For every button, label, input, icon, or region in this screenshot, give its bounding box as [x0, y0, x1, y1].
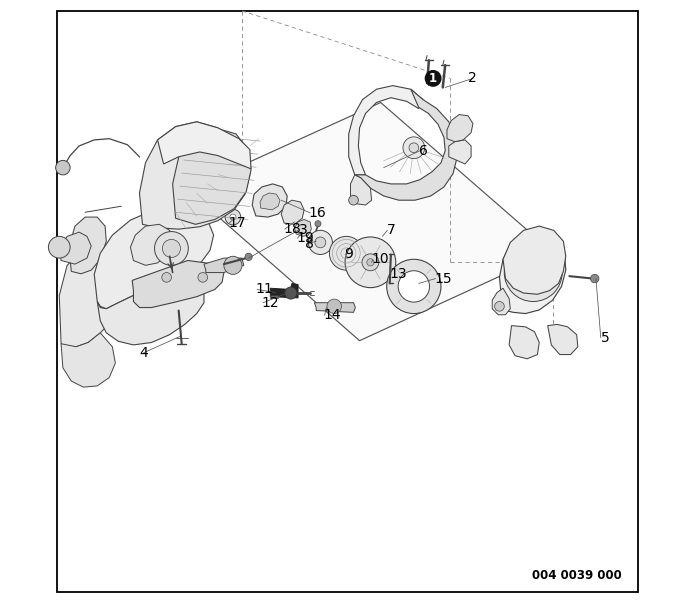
- Circle shape: [315, 221, 321, 227]
- Circle shape: [403, 137, 425, 159]
- Text: 13: 13: [390, 267, 407, 282]
- Circle shape: [516, 256, 550, 289]
- Polygon shape: [59, 232, 91, 264]
- Circle shape: [315, 237, 326, 248]
- Polygon shape: [252, 184, 287, 217]
- Circle shape: [230, 214, 236, 220]
- Polygon shape: [500, 229, 566, 314]
- Circle shape: [526, 265, 541, 280]
- Text: 15: 15: [434, 271, 452, 286]
- Text: 19: 19: [296, 231, 314, 245]
- Circle shape: [349, 195, 359, 205]
- FancyBboxPatch shape: [270, 295, 277, 298]
- Text: 17: 17: [228, 216, 246, 230]
- Circle shape: [425, 70, 441, 87]
- Circle shape: [285, 287, 297, 299]
- Text: 14: 14: [323, 308, 341, 323]
- Circle shape: [49, 236, 70, 258]
- Text: 16: 16: [309, 206, 327, 220]
- Text: 5: 5: [600, 330, 610, 345]
- Circle shape: [245, 253, 252, 260]
- Polygon shape: [503, 226, 566, 294]
- Circle shape: [362, 254, 379, 271]
- Circle shape: [225, 209, 240, 225]
- Polygon shape: [260, 193, 280, 210]
- Polygon shape: [97, 274, 204, 345]
- Polygon shape: [449, 140, 471, 164]
- Text: 004 0039 000: 004 0039 000: [532, 569, 622, 582]
- Circle shape: [198, 273, 208, 282]
- Text: 1: 1: [429, 72, 437, 85]
- Polygon shape: [281, 200, 304, 224]
- Polygon shape: [69, 217, 106, 274]
- Polygon shape: [204, 258, 244, 273]
- Polygon shape: [349, 86, 423, 175]
- Text: 7: 7: [386, 223, 395, 238]
- Text: 10: 10: [372, 252, 389, 267]
- Text: 6: 6: [418, 144, 427, 158]
- Polygon shape: [509, 326, 539, 359]
- Polygon shape: [95, 208, 213, 309]
- Polygon shape: [350, 175, 372, 205]
- Circle shape: [367, 259, 374, 266]
- Polygon shape: [59, 250, 124, 347]
- Circle shape: [309, 230, 332, 254]
- Polygon shape: [295, 219, 311, 236]
- Circle shape: [386, 259, 441, 314]
- Polygon shape: [131, 224, 172, 265]
- Circle shape: [505, 244, 562, 302]
- Polygon shape: [314, 303, 355, 312]
- Polygon shape: [447, 115, 473, 142]
- Text: 8: 8: [305, 237, 314, 251]
- Circle shape: [327, 299, 341, 314]
- Text: 11: 11: [256, 282, 274, 297]
- Text: 12: 12: [262, 295, 279, 310]
- Circle shape: [154, 232, 188, 265]
- Circle shape: [495, 302, 505, 311]
- Text: 18: 18: [284, 222, 302, 236]
- Polygon shape: [548, 324, 578, 355]
- Polygon shape: [492, 288, 510, 315]
- Text: 3: 3: [300, 223, 308, 238]
- Polygon shape: [188, 103, 553, 341]
- Circle shape: [409, 143, 418, 153]
- Polygon shape: [354, 89, 457, 200]
- Circle shape: [163, 239, 181, 257]
- Polygon shape: [140, 122, 250, 229]
- Polygon shape: [270, 283, 298, 298]
- Circle shape: [398, 271, 430, 302]
- Circle shape: [224, 256, 242, 274]
- Text: 2: 2: [468, 71, 477, 86]
- Circle shape: [591, 274, 599, 283]
- Circle shape: [345, 237, 395, 288]
- Circle shape: [56, 160, 70, 175]
- Polygon shape: [61, 333, 115, 387]
- Text: 9: 9: [344, 247, 353, 262]
- Polygon shape: [158, 122, 251, 169]
- Text: 4: 4: [140, 346, 148, 360]
- Polygon shape: [132, 260, 224, 308]
- Circle shape: [162, 273, 172, 282]
- Polygon shape: [172, 128, 251, 224]
- Circle shape: [329, 236, 363, 270]
